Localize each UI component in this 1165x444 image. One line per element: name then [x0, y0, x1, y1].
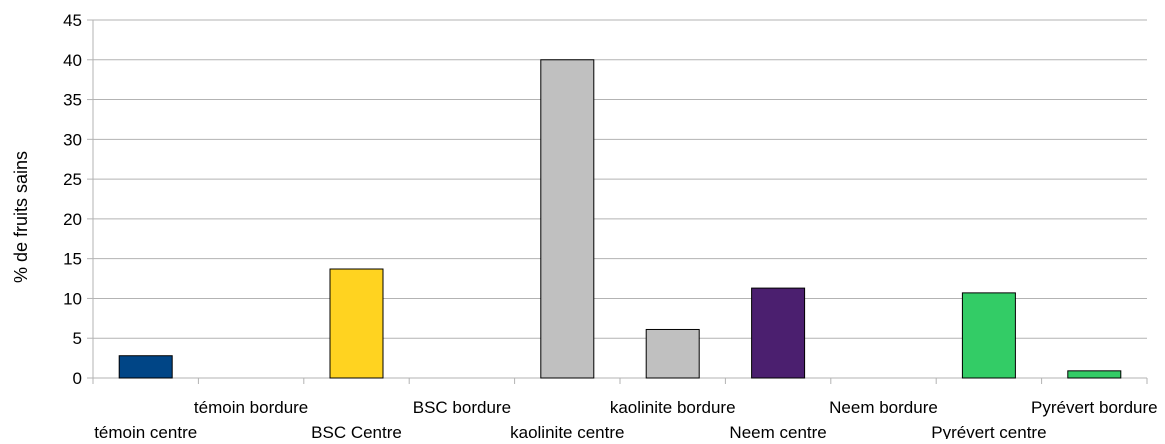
bar: [118, 355, 173, 379]
bar: [961, 292, 1016, 379]
x-tick-label: BSC bordure: [413, 398, 511, 417]
y-tick-label: 5: [73, 329, 82, 348]
x-tick-label: témoin bordure: [194, 398, 308, 417]
gridlines: [87, 19, 1147, 379]
y-tick-label: 10: [63, 289, 82, 308]
x-tick-label: Neem centre: [729, 423, 826, 439]
bar: [751, 287, 806, 379]
y-tick-label: 25: [63, 170, 82, 189]
x-tick-label: témoin centre: [94, 423, 197, 439]
y-tick-label: 45: [63, 11, 82, 30]
bar: [1067, 370, 1122, 379]
y-tick-label: 35: [63, 91, 82, 110]
x-tick-label: BSC Centre: [311, 423, 402, 439]
y-axis-label: % de fruits sains: [11, 151, 31, 283]
x-tick-label: Pyrévert centre: [931, 423, 1046, 439]
y-tick-labels: 0 5 10 15 20 25 30 35 40 45: [63, 11, 82, 388]
bars: [118, 59, 1122, 379]
bar: [329, 268, 384, 379]
bar: [540, 59, 595, 379]
y-tick-label: 0: [73, 369, 82, 388]
y-tick-label: 40: [63, 51, 82, 70]
y-tick-label: 30: [63, 130, 82, 149]
y-tick-label: 20: [63, 210, 82, 229]
bar: [645, 328, 700, 379]
y-tick-label: 15: [63, 250, 82, 269]
x-tick-label: kaolinite bordure: [610, 398, 736, 417]
x-tick-label: kaolinite centre: [510, 423, 624, 439]
x-tick-label: Neem bordure: [829, 398, 938, 417]
x-tick-label: Pyrévert bordure: [1031, 398, 1158, 417]
